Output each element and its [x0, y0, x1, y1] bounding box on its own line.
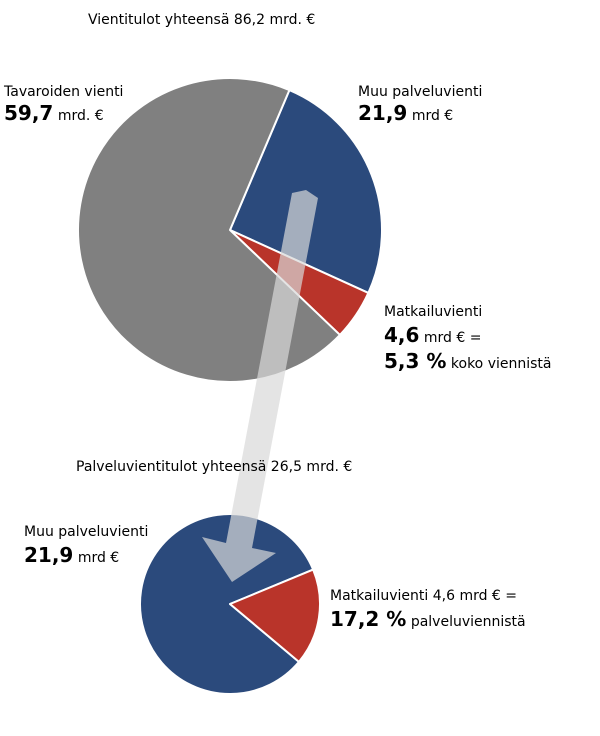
arrow-overlay: [202, 190, 318, 582]
label-goods-exports: Tavaroiden vienti 59,7 mrd. €: [4, 84, 123, 125]
label-tourism-share: 5,3 %: [384, 349, 447, 373]
label-tourism-value: 4,6: [384, 323, 420, 347]
chart1-title: Vientitulot yhteensä 86,2 mrd. €: [88, 12, 316, 28]
label-tourism-2-name: Matkailuvienti 4,6 mrd € =: [330, 588, 518, 604]
label-tourism-name: Matkailuvienti: [384, 304, 483, 320]
label-other-services-2-value: 21,9: [24, 543, 74, 567]
label-tourism-2: Matkailuvienti 4,6 mrd € = 17,2 % palvel…: [330, 588, 526, 631]
label-goods-unit: mrd. €: [57, 108, 104, 124]
label-tourism-2-share: 17,2 %: [330, 607, 407, 631]
label-other-services-2-unit: mrd €: [77, 550, 120, 566]
chart2-title: Palveluvientitulot yhteensä 26,5 mrd. €: [76, 459, 353, 475]
pie2-slice-1: [229, 568, 321, 663]
label-tourism-unit: mrd € =: [423, 330, 482, 346]
label-tourism-2-share-suffix: palveluviennistä: [410, 614, 526, 630]
label-other-services: Muu palveluvienti 21,9 mrd €: [358, 84, 482, 125]
pie-service-exports: [139, 513, 321, 695]
label-other-services-unit: mrd €: [411, 108, 454, 124]
arrow-connector: [202, 190, 318, 582]
label-goods-value: 59,7: [4, 101, 54, 125]
label-tourism-share-suffix: koko viennistä: [450, 356, 552, 372]
pie-total-exports: [77, 77, 383, 383]
label-goods-name: Tavaroiden vienti: [4, 84, 124, 100]
label-other-services-value: 21,9: [358, 101, 408, 125]
label-other-services-2: Muu palveluvienti 21,9 mrd €: [24, 524, 148, 567]
label-other-services-name: Muu palveluvienti: [358, 84, 483, 100]
label-other-services-2-name: Muu palveluvienti: [24, 524, 149, 540]
label-tourism-exports: Matkailuvienti 4,6 mrd € = 5,3 % koko vi…: [384, 304, 551, 373]
pie2-slice-0: [139, 513, 315, 695]
